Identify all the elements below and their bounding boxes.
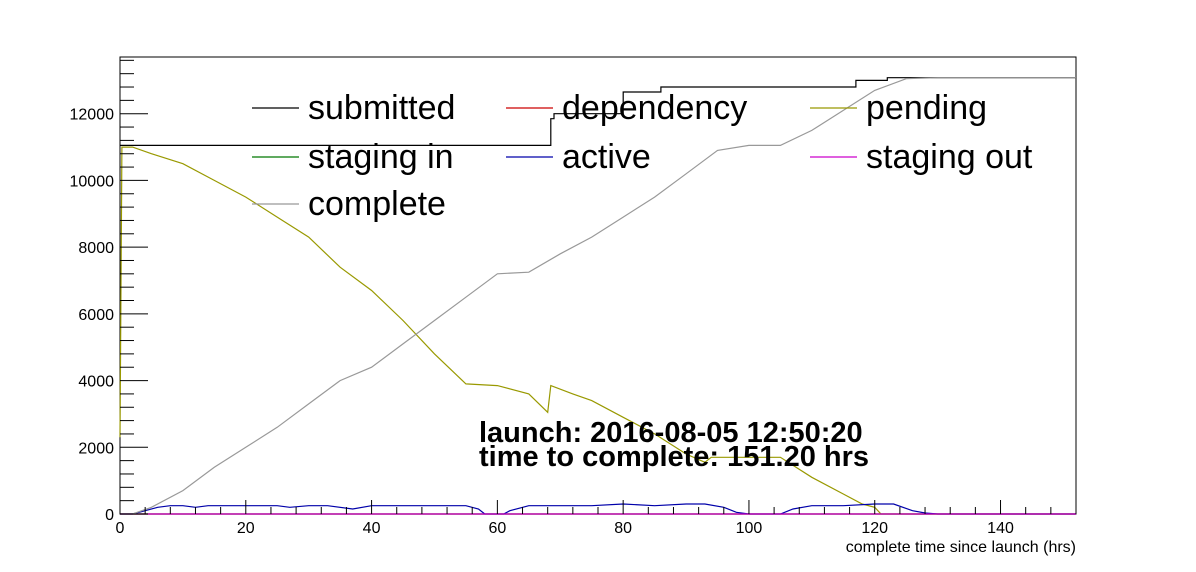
y-tick-label: 4000 — [78, 374, 114, 391]
legend-label-pending: pending — [866, 89, 987, 127]
x-tick-label: 20 — [237, 520, 255, 537]
legend-label-active: active — [562, 138, 651, 176]
legend-label-complete: complete — [308, 185, 446, 223]
x-tick-label: 0 — [116, 520, 125, 537]
legend-label-dependency: dependency — [562, 89, 747, 127]
y-tick-label: 6000 — [78, 307, 114, 324]
series-line-submitted — [120, 77, 1076, 146]
x-tick-label: 40 — [363, 520, 381, 537]
time-to-complete-annotation: time to complete: 151.20 hrs — [479, 441, 869, 473]
legend-label-staging-out: staging out — [866, 138, 1033, 176]
x-axis-title: complete time since launch (hrs) — [846, 539, 1076, 556]
series-line-pending — [119, 146, 1076, 515]
legend: submitted dependency pending staging in acti… — [252, 89, 1033, 223]
y-tick-label: 0 — [105, 507, 114, 524]
x-tick-label: 60 — [488, 520, 506, 537]
legend-label-staging-in: staging in — [308, 138, 454, 176]
launch-annotation: launch: 2016-08-05 12:50:20 — [479, 417, 863, 449]
x-tick-label: 80 — [614, 520, 632, 537]
legend-label-submitted: submitted — [308, 89, 455, 127]
y-tick-label: 8000 — [78, 240, 114, 257]
x-tick-label: 120 — [861, 520, 888, 537]
y-tick-label: 10000 — [70, 173, 115, 190]
axes-layer: 0 20 40 60 80 100 120 140 0 2000 4000 6000 8000 10000… — [70, 59, 1077, 537]
x-tick-label: 100 — [736, 520, 763, 537]
series-layer — [119, 77, 1076, 515]
x-tick-label: 140 — [987, 520, 1014, 537]
y-tick-label: 12000 — [70, 107, 115, 124]
series-line-complete — [120, 77, 1076, 515]
y-tick-label: 2000 — [78, 440, 114, 457]
